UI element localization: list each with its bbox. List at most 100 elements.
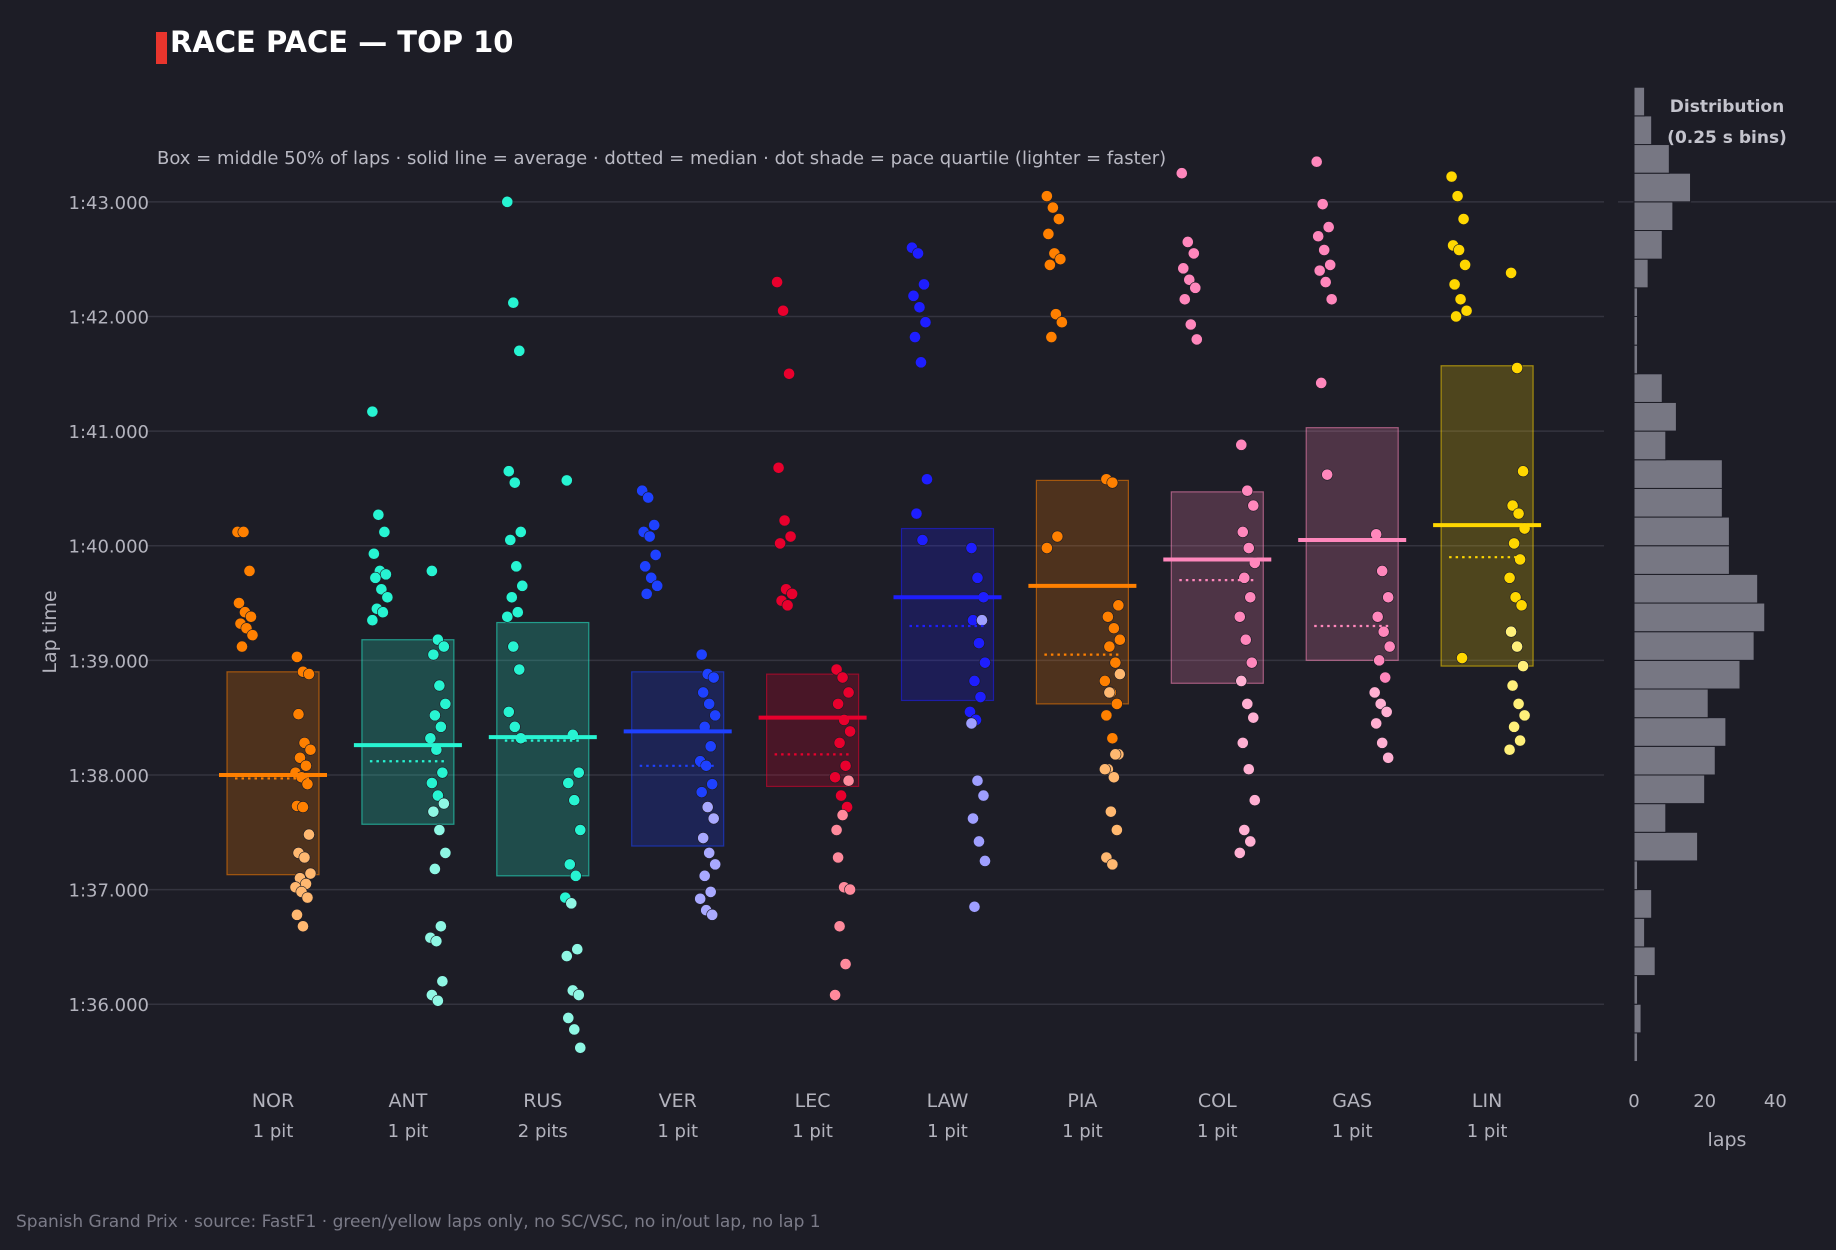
histogram-bar	[1633, 287, 1639, 317]
lap-point	[1508, 537, 1520, 550]
lap-point	[366, 614, 379, 627]
lap-point	[572, 989, 585, 1001]
lap-point	[915, 356, 927, 369]
histogram-bar	[1633, 717, 1727, 747]
lap-point	[844, 725, 856, 738]
lap-point	[1454, 293, 1467, 306]
lap-point	[695, 786, 708, 799]
lap-point	[366, 405, 379, 418]
lap-point	[774, 537, 786, 550]
lap-point	[1244, 835, 1257, 848]
lap-point	[1377, 625, 1390, 638]
lap-point	[703, 847, 716, 859]
lap-point	[376, 606, 389, 619]
lap-point	[829, 989, 841, 1001]
lap-point	[1244, 591, 1257, 604]
lap-point	[786, 587, 798, 600]
lap-point	[501, 610, 514, 623]
lap-point	[431, 789, 444, 802]
lap-point	[784, 530, 797, 543]
pit-count-label: 2 pits	[518, 1121, 568, 1142]
lap-point	[1512, 507, 1525, 520]
lap-point	[372, 508, 385, 521]
histogram-bar	[1633, 831, 1699, 862]
lap-point	[697, 686, 710, 699]
lap-point	[912, 247, 924, 260]
driver-code-label: LAW	[927, 1090, 969, 1112]
lap-point	[434, 920, 447, 933]
lap-point	[1511, 640, 1523, 653]
driver-code-label: LIN	[1472, 1090, 1502, 1112]
lap-point	[1099, 675, 1111, 687]
lap-point	[1106, 732, 1119, 745]
lap-point	[642, 491, 655, 504]
lap-point	[1175, 167, 1188, 180]
histogram-x-ticks: 0 20 40	[1628, 1091, 1787, 1112]
lap-point	[976, 614, 988, 627]
lap-point	[829, 771, 841, 784]
histogram-bar	[1633, 659, 1741, 690]
lap-point	[1050, 308, 1062, 321]
iqr-box	[496, 621, 590, 877]
histogram-bar	[1633, 745, 1716, 776]
lap-point	[1514, 734, 1526, 747]
driver-code-label: RUS	[523, 1090, 562, 1112]
lap-point	[1374, 698, 1387, 710]
lap-point	[431, 994, 444, 1007]
lap-point	[918, 278, 930, 291]
lap-point	[1512, 698, 1525, 710]
lap-point	[1242, 542, 1255, 554]
lap-point	[830, 663, 843, 676]
lap-point	[973, 835, 985, 848]
lap-point	[971, 571, 984, 584]
lap-point	[1105, 805, 1117, 818]
lap-point	[701, 801, 714, 813]
lap-point	[1109, 748, 1122, 761]
lap-point	[1457, 213, 1470, 225]
histogram-bar	[1633, 258, 1649, 289]
pit-count-label: 1 pit	[253, 1121, 294, 1142]
lap-point	[648, 519, 661, 531]
lap-point	[706, 778, 719, 791]
pit-count-label: 1 pit	[1062, 1121, 1103, 1142]
lap-point	[1316, 198, 1329, 211]
lap-point	[1514, 553, 1526, 566]
lap-point	[1247, 711, 1260, 724]
lap-point	[303, 668, 315, 681]
lap-point	[502, 465, 515, 478]
lap-point	[1245, 656, 1258, 669]
lap-point	[574, 1041, 587, 1054]
lap-point	[1103, 640, 1116, 653]
lap-point	[1459, 258, 1471, 271]
lap-point	[1100, 709, 1113, 722]
chart-title: RACE PACE — TOP 10	[170, 25, 513, 59]
histogram-bar	[1633, 459, 1723, 489]
lap-point	[568, 794, 581, 807]
lap-point	[1241, 484, 1254, 497]
lap-point	[369, 571, 382, 584]
lap-point	[832, 851, 844, 864]
lap-point	[1056, 316, 1068, 329]
pit-count-label: 1 pit	[1332, 1121, 1373, 1142]
lap-point	[704, 740, 717, 753]
lap-point	[1238, 571, 1251, 584]
lap-point	[430, 935, 443, 948]
lap-point	[979, 656, 991, 669]
lap-point	[425, 565, 438, 577]
lap-point	[437, 797, 450, 810]
lap-point	[783, 367, 795, 380]
y-tick-label: 1:36.000	[69, 995, 150, 1016]
driver-code-label: VER	[659, 1090, 697, 1112]
lap-point	[1376, 565, 1389, 577]
lap-point	[1189, 281, 1202, 294]
lap-point	[1321, 468, 1334, 481]
lap-point	[378, 526, 391, 538]
lap-point	[298, 851, 311, 864]
lap-point	[1508, 720, 1520, 733]
histogram-bar	[1633, 230, 1663, 260]
driver-code-label: ANT	[388, 1090, 427, 1112]
lap-point	[301, 778, 314, 791]
lap-point	[833, 920, 846, 933]
lap-point	[1235, 675, 1248, 687]
